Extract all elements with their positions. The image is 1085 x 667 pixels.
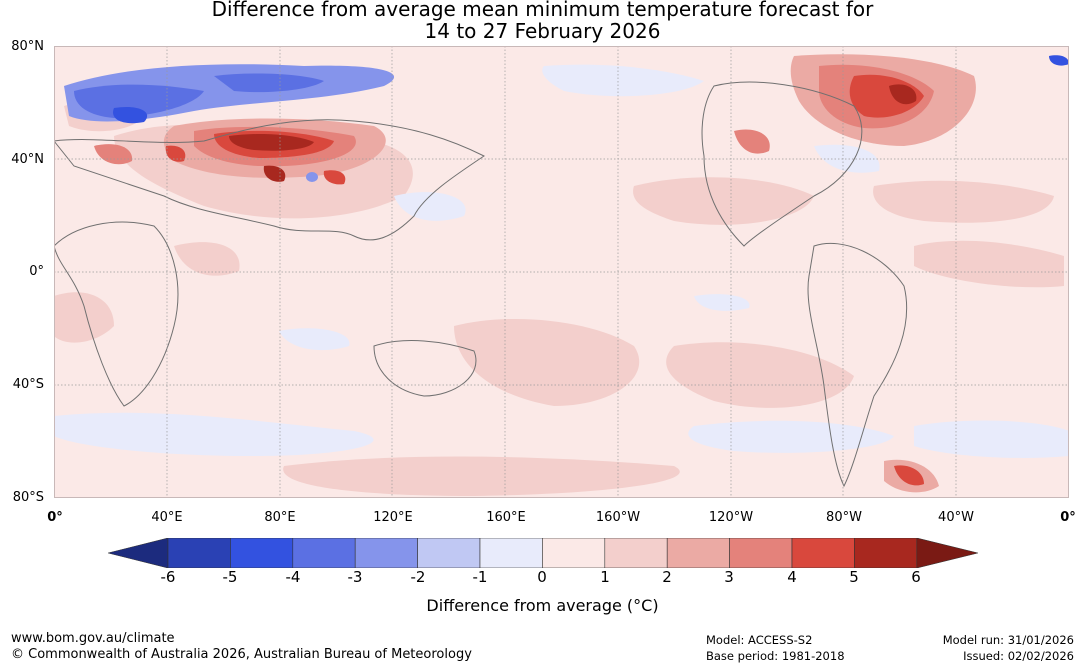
colorbar-tick: -4 (285, 568, 301, 586)
lat-label-80s: 80°S (12, 490, 44, 505)
colorbar (108, 538, 978, 568)
colorbar-segment (479, 538, 543, 568)
graticule (54, 46, 1069, 498)
colorbar-tick: -6 (160, 568, 176, 586)
footer-model-run: Model run: 31/01/2026 (942, 633, 1074, 647)
footer-copyright: © Commonwealth of Australia 2026, Austra… (11, 647, 472, 662)
colorbar-tick: 0 (537, 568, 547, 586)
colorbar-segment (791, 538, 855, 568)
colorbar-segment (729, 538, 793, 568)
lon-label-40w: 40°W (938, 510, 974, 525)
colorbar-segment (417, 538, 481, 568)
colorbar-tick: 3 (724, 568, 734, 586)
colorbar-segment (542, 538, 606, 568)
colorbar-segment (167, 538, 231, 568)
lat-label-80n: 80°N (11, 39, 44, 54)
colorbar-tick: -5 (222, 568, 238, 586)
anomaly-light-blue (54, 64, 1069, 458)
colorbar-segment (354, 538, 418, 568)
colorbar-segment (854, 538, 918, 568)
colorbar-segment (230, 538, 294, 568)
colorbar-tick: -2 (410, 568, 426, 586)
colorbar-tick: 4 (787, 568, 797, 586)
lat-label-0: 0° (29, 264, 44, 279)
colorbar-tick: 6 (911, 568, 921, 586)
footer-issued: Issued: 02/02/2026 (963, 649, 1074, 663)
coastlines (54, 81, 908, 488)
footer-website: www.bom.gov.au/climate (11, 631, 175, 646)
colorbar-segment (604, 538, 668, 568)
anomaly-warm-central-asia (94, 118, 386, 185)
anomaly-map (54, 46, 1069, 498)
lon-label-120w: 120°W (708, 510, 754, 525)
colorbar-label: Difference from average (°C) (426, 596, 659, 615)
lon-label-160w: 160°W (595, 510, 641, 525)
colorbar-tick: -1 (472, 568, 488, 586)
lon-label-160e: 160°E (486, 510, 526, 525)
colorbar-tick: 5 (849, 568, 859, 586)
lat-label-40n: 40°N (11, 152, 44, 167)
colorbar-segment (292, 538, 356, 568)
colorbar-tick: -3 (347, 568, 363, 586)
lon-label-80w: 80°W (826, 510, 862, 525)
anomaly-warm-patagonia (884, 459, 939, 493)
lon-label-0-right: 0° (1060, 510, 1076, 525)
lon-label-80e: 80°E (264, 510, 296, 525)
colorbar-extension-low (108, 538, 169, 568)
lon-label-40e: 40°E (151, 510, 183, 525)
anomaly-blue-north-eurasia (64, 55, 1069, 124)
colorbar-extension-high (916, 538, 978, 568)
chart-title-line-2: 14 to 27 February 2026 (424, 19, 661, 43)
colorbar-tick: 1 (600, 568, 610, 586)
lon-label-120e: 120°E (373, 510, 413, 525)
lon-label-0-left: 0° (47, 510, 63, 525)
chart-title-line-1: Difference from average mean minimum tem… (211, 0, 874, 21)
lat-label-40s: 40°S (12, 377, 44, 392)
anomaly-warm-canada (734, 54, 976, 154)
footer-model: Model: ACCESS-S2 (706, 633, 813, 647)
colorbar-segment (666, 538, 730, 568)
colorbar-tick: 2 (662, 568, 672, 586)
footer-base-period: Base period: 1981-2018 (706, 649, 845, 663)
map-border (54, 46, 1069, 498)
